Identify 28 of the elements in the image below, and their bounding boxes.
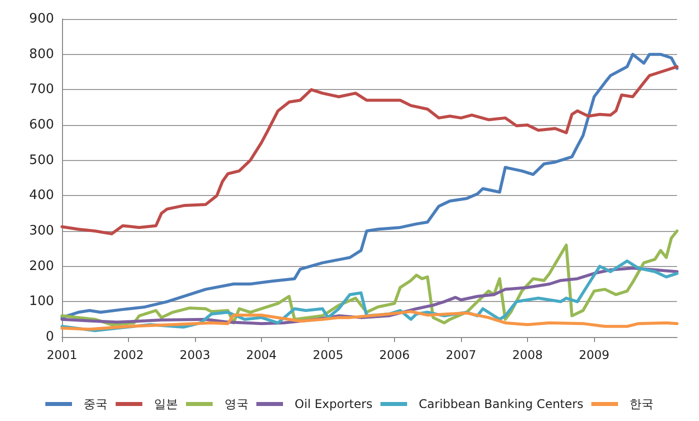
- y-tick-label: 400: [29, 188, 54, 204]
- legend-label: 영국: [224, 397, 248, 411]
- y-tick-label: 100: [29, 294, 54, 310]
- x-tick-label: 2002: [113, 348, 144, 362]
- legend-label: 일본: [154, 397, 178, 411]
- y-tick-label: 0: [46, 330, 54, 344]
- y-tick-label: 900: [29, 12, 54, 26]
- x-tick-label: 2006: [379, 348, 410, 362]
- y-tick-label: 200: [29, 258, 54, 274]
- x-tick-label: 2007: [446, 348, 476, 362]
- y-tick-label: 300: [29, 224, 54, 238]
- y-tick-label: 600: [29, 118, 54, 132]
- legend-label: 중국: [84, 397, 108, 411]
- x-tick-label: 2008: [512, 348, 543, 362]
- x-tick-label: 2009: [578, 348, 610, 362]
- x-tick-label: 2005: [312, 348, 344, 362]
- line-series: [60, 65, 678, 236]
- x-tick-label: 2003: [180, 348, 210, 362]
- y-tick-label: 800: [29, 46, 54, 62]
- line-series: [60, 52, 678, 320]
- line-series: [60, 310, 678, 331]
- legend-label: 한국: [630, 397, 654, 411]
- legend-label: Caribbean Banking Centers: [418, 397, 584, 411]
- x-tick-label: 2004: [246, 348, 277, 362]
- x-tick-label: 2001: [46, 348, 78, 362]
- y-tick-label: 500: [29, 152, 54, 168]
- y-tick-label: 700: [29, 82, 54, 98]
- legend-label: Oil Exporters: [294, 397, 372, 411]
